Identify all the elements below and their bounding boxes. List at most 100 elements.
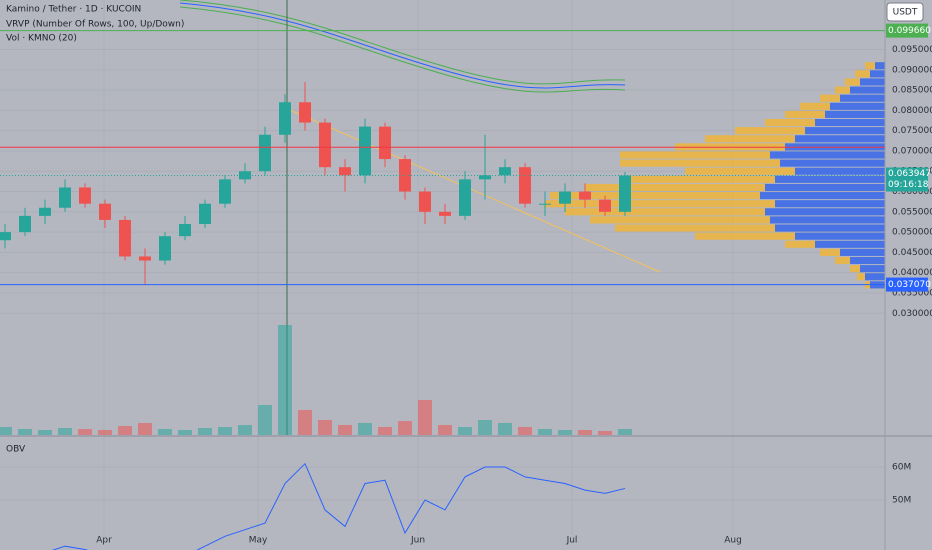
profile-down xyxy=(795,135,885,143)
profile-down xyxy=(765,183,885,192)
y-tick-label: 0.050000 xyxy=(892,228,932,238)
volume-bar xyxy=(318,420,332,435)
candle-body xyxy=(279,102,291,135)
obv-pane xyxy=(51,462,626,550)
volume-bar xyxy=(198,428,212,435)
profile-up xyxy=(615,224,775,232)
profile-down xyxy=(775,224,885,232)
volume-bar xyxy=(418,400,432,435)
volume-bar xyxy=(178,430,192,435)
profile-down xyxy=(840,94,885,102)
indicator-label: VRVP (Number Of Rows, 100, Up/Down) xyxy=(6,20,184,30)
candle-body xyxy=(419,191,431,212)
profile-up xyxy=(785,240,815,248)
currency-button[interactable] xyxy=(886,2,924,22)
level-label: 0.037070 xyxy=(888,280,931,290)
candle-body xyxy=(79,187,91,204)
profile-up xyxy=(857,273,865,281)
candle-body xyxy=(259,134,271,172)
profile-down xyxy=(850,256,885,265)
volume-bar xyxy=(538,429,552,435)
candle-body xyxy=(479,175,491,180)
volume-bar xyxy=(18,429,32,435)
candle-body xyxy=(519,167,531,204)
y-tick-label: 0.085000 xyxy=(892,86,932,96)
volume-bar xyxy=(458,427,472,435)
volume-bar xyxy=(478,420,492,435)
profile-up xyxy=(785,110,825,118)
y-tick-label: 0.060000 xyxy=(892,187,932,197)
profile-down xyxy=(850,86,885,94)
candle-body xyxy=(199,203,211,224)
volume-bar xyxy=(238,425,252,435)
profile-up xyxy=(820,248,840,256)
profile-down xyxy=(770,216,885,224)
volume-bar xyxy=(558,430,572,435)
candle-body xyxy=(139,256,151,261)
indicator-label: Vol · KMNO (20) xyxy=(6,34,77,44)
candle-body xyxy=(159,236,171,261)
profile-up xyxy=(865,62,875,70)
profile-up xyxy=(695,232,795,240)
candle-body xyxy=(339,167,351,176)
profile-up xyxy=(735,127,805,135)
volume-bar xyxy=(358,423,372,435)
profile-up xyxy=(565,208,765,216)
candle-body xyxy=(99,203,111,220)
profile-down xyxy=(865,273,885,281)
candle-body xyxy=(559,191,571,204)
candle-body xyxy=(539,203,551,205)
candle-body xyxy=(239,171,251,180)
candle-body xyxy=(499,167,511,176)
volume-bar xyxy=(618,429,632,435)
candle-body xyxy=(299,102,311,123)
profile-down xyxy=(760,192,885,200)
candle-body xyxy=(219,179,231,204)
x-tick-label: Jul xyxy=(566,536,578,546)
candle-body xyxy=(179,223,191,237)
volume-bar xyxy=(98,430,112,435)
volume-bar xyxy=(258,405,272,435)
level-badge xyxy=(886,277,928,292)
candle-body xyxy=(19,215,31,233)
candle-body xyxy=(379,126,391,160)
profile-down xyxy=(775,200,885,208)
candle-body xyxy=(319,122,331,168)
y-tick-label: 0.070000 xyxy=(892,146,932,156)
countdown-label: 09:16:18 xyxy=(888,180,929,190)
profile-up xyxy=(835,86,850,94)
y-tick-label: 0.035000 xyxy=(892,288,932,298)
candle-body xyxy=(119,219,131,257)
profile-down xyxy=(860,78,885,86)
profile-down xyxy=(870,70,885,78)
profile-down xyxy=(815,240,885,248)
profile-down xyxy=(795,232,885,240)
y-tick-label: 0.075000 xyxy=(892,126,932,136)
level-badge xyxy=(886,23,928,38)
profile-up xyxy=(620,159,780,167)
profile-down xyxy=(830,102,885,110)
profile-down xyxy=(860,265,885,273)
volume-bar xyxy=(338,425,352,435)
profile-up xyxy=(685,167,795,175)
profile-down xyxy=(770,151,885,159)
profile-up xyxy=(550,192,760,200)
profile-up xyxy=(845,78,860,86)
y-tick-label: 0.080000 xyxy=(892,106,932,116)
volume-bar xyxy=(598,431,612,435)
volume-bar xyxy=(298,410,312,435)
profile-down xyxy=(780,159,885,167)
profile-down xyxy=(795,167,885,175)
obv-line xyxy=(51,462,626,550)
last-price-label: 0.063947 xyxy=(888,169,931,179)
currency-label[interactable]: USDT xyxy=(893,8,918,18)
price-pane xyxy=(0,0,885,435)
ma-upper xyxy=(179,0,626,85)
obv-title: OBV xyxy=(6,445,26,455)
profile-down xyxy=(815,118,885,127)
volume-bar xyxy=(498,423,512,435)
profile-down xyxy=(825,110,885,118)
x-tick-label: May xyxy=(249,536,268,546)
x-tick-label: Jun xyxy=(410,536,425,546)
candle-body xyxy=(39,207,51,216)
